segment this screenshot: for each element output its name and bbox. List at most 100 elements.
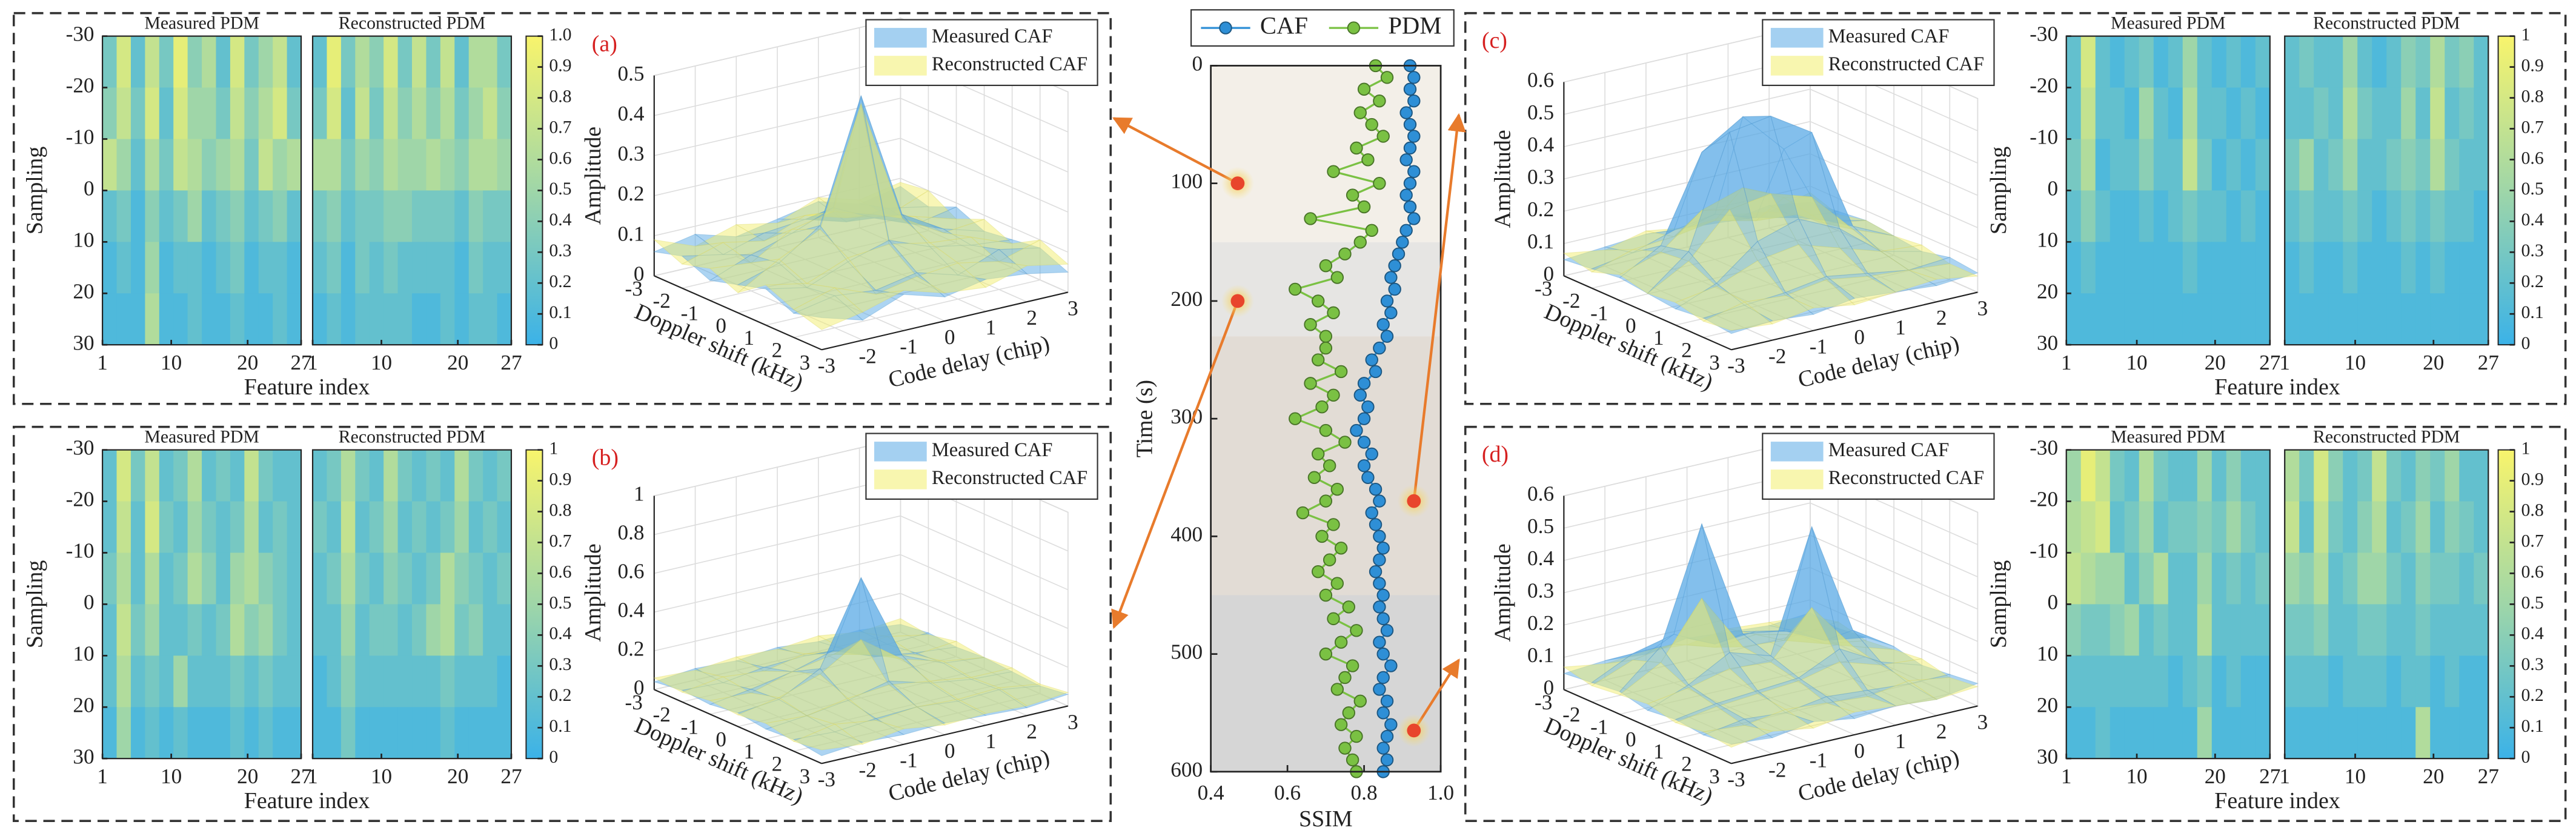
heatmap-cell — [159, 655, 174, 708]
heatmap-cell — [187, 139, 202, 191]
heatmap-cell — [173, 139, 188, 191]
heatmap-cell — [202, 190, 217, 243]
data-point — [1369, 565, 1383, 579]
heatmap-cell — [273, 655, 288, 708]
heatmap-cell — [2343, 139, 2359, 191]
data-point — [1330, 683, 1344, 696]
x-tick-label: 1 — [2061, 351, 2072, 374]
heatmap-cell — [116, 293, 131, 345]
heatmap-cell — [426, 655, 441, 708]
heatmap-cell — [327, 190, 342, 243]
heatmap-cell — [2080, 190, 2096, 243]
heatmap-cell — [412, 293, 427, 345]
heatmap-cell — [340, 36, 356, 88]
panel-label: (b) — [592, 445, 619, 471]
heatmap-cell — [369, 36, 384, 88]
heatmap-cell — [2474, 190, 2489, 243]
heatmap-cell — [2357, 604, 2373, 657]
x-axis — [654, 689, 822, 764]
data-point — [1376, 741, 1390, 755]
panel-label: (d) — [1482, 442, 1509, 467]
x-tick-label: -3 — [1535, 277, 1552, 300]
heatmap-cell — [369, 87, 384, 140]
heatmap-cell — [2153, 190, 2169, 243]
heatmap-cell — [2401, 87, 2417, 140]
heatmap-cell — [2372, 190, 2388, 243]
heatmap-cell — [497, 449, 512, 502]
heatmap-cell — [244, 139, 259, 191]
heatmap-cell — [2124, 552, 2140, 605]
heatmap-cell — [2095, 707, 2111, 760]
heatmap-cell — [2139, 604, 2154, 657]
heatmap-cell — [327, 139, 342, 191]
z-tick-label: 0.2 — [1527, 197, 1554, 221]
heatmap-cell — [355, 87, 370, 140]
heatmap-cell — [130, 36, 146, 88]
x-tick-label: 10 — [2345, 351, 2366, 374]
heatmap-cell — [426, 552, 441, 605]
x-tick-label: -3 — [1535, 691, 1552, 714]
heatmap-cell — [468, 449, 483, 502]
heatmap-cell — [2182, 501, 2198, 554]
heatmap-cell — [2285, 139, 2300, 191]
heatmap-cell — [130, 707, 146, 760]
heatmap-cell — [2328, 87, 2344, 140]
data-point — [1357, 436, 1371, 449]
heatmap-cell — [130, 501, 146, 554]
heatmap-cell — [383, 242, 399, 294]
heatmap-cell — [340, 655, 356, 708]
heatmap-cell — [2459, 242, 2475, 294]
x-tick-label: 1 — [1653, 740, 1664, 763]
heatmap-cell — [2226, 36, 2242, 88]
legend-swatch — [874, 56, 927, 76]
heatmap-cell — [2430, 139, 2446, 191]
heatmap-cell — [258, 87, 274, 140]
heatmap-cell — [2430, 501, 2446, 554]
heatmap-title: Measured PDM — [144, 13, 259, 33]
heatmap-cell — [2445, 36, 2460, 88]
heatmap-cell — [355, 139, 370, 191]
heatmap-cell — [440, 655, 456, 708]
colorbar-tick-label: 0.6 — [2521, 148, 2543, 168]
heatmap-cell — [2401, 36, 2417, 88]
heatmap-cell — [2314, 552, 2329, 605]
data-point — [1304, 318, 1317, 331]
heatmap-cell — [145, 552, 160, 605]
heatmap-cell — [369, 552, 384, 605]
heatmap-cell — [2110, 293, 2125, 345]
heatmap-cell — [2445, 242, 2460, 294]
y-tick-label: 30 — [2037, 744, 2058, 768]
heatmap-cell — [2299, 242, 2315, 294]
heatmap-cell — [2139, 242, 2154, 294]
heatmap-cell — [454, 139, 470, 191]
heatmap-cell — [2226, 552, 2242, 605]
heatmap-cell — [173, 242, 188, 294]
y-tick-label: 0 — [2048, 176, 2059, 200]
heatmap-cell — [2401, 604, 2417, 657]
heatmap-cell — [130, 449, 146, 502]
heatmap-cell — [2255, 707, 2271, 760]
heatmap-cell — [2153, 293, 2169, 345]
heatmap-cell — [2459, 139, 2475, 191]
heatmap-cell — [216, 36, 231, 88]
data-point — [1376, 130, 1390, 143]
data-point — [1403, 141, 1417, 155]
heatmap-cell — [230, 293, 245, 345]
x-tick-label: 1 — [744, 326, 755, 350]
x-tick-label: 1.0 — [1427, 781, 1454, 804]
heatmap-cell — [202, 293, 217, 345]
z-tick-label: 0.5 — [1527, 101, 1554, 124]
heatmap-cell — [2314, 655, 2329, 708]
heatmap-cell — [187, 501, 202, 554]
heatmap-cell — [2445, 707, 2460, 760]
heatmap-cell — [2386, 655, 2402, 708]
colorbar-tick-label: 0.1 — [549, 716, 571, 736]
heatmap-cell — [2255, 36, 2271, 88]
data-point — [1327, 306, 1340, 320]
heatmap-cell — [426, 190, 441, 243]
heatmap-cell — [2285, 655, 2300, 708]
heatmap-cell — [397, 655, 413, 708]
heatmap-cell — [327, 707, 342, 760]
heatmap-cell — [327, 293, 342, 345]
